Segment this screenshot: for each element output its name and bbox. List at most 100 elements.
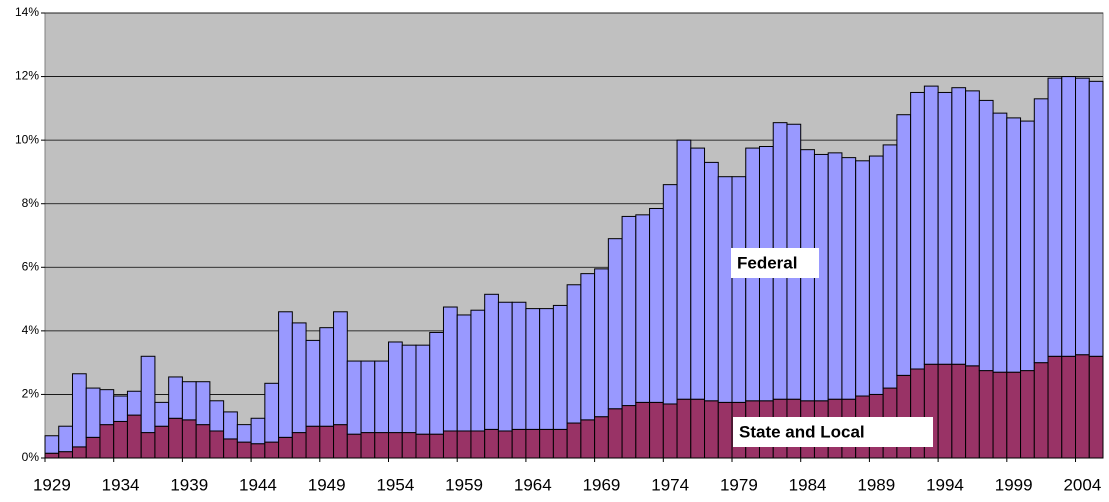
bar-segment [442, 306, 458, 432]
bar-segment [140, 432, 156, 459]
bar-segment [484, 293, 499, 430]
x-tick-label: 1999 [995, 475, 1033, 494]
bar-segment [525, 308, 541, 430]
bar-segment [937, 91, 953, 365]
bar-segment [319, 327, 335, 427]
bar-segment [717, 401, 733, 459]
bar-segment [607, 238, 623, 410]
x-tick-label: 1944 [239, 475, 277, 494]
x-tick-label: 1984 [789, 475, 827, 494]
y-tick-label: 8% [22, 196, 40, 210]
bar-segment [223, 438, 238, 459]
bar-segment [58, 451, 73, 459]
bar-segment [1061, 76, 1077, 357]
x-tick-label: 2004 [1063, 475, 1101, 494]
bar-segment [195, 381, 211, 426]
bar-segment [181, 381, 197, 421]
bar-segment [291, 432, 307, 459]
bar-segment [965, 365, 980, 459]
bar-segment [1088, 355, 1104, 459]
bar-segment [827, 152, 843, 400]
bar-segment [1047, 355, 1063, 459]
x-tick-label: 1989 [857, 475, 895, 494]
bar-segment [965, 90, 980, 367]
bar-segment [456, 314, 472, 432]
bar-segment [1047, 77, 1063, 357]
bar-segment [978, 99, 994, 372]
bar-segment [552, 428, 568, 459]
bar-segment [415, 433, 431, 459]
bar-segment [1033, 362, 1049, 459]
bar-segment [594, 268, 609, 418]
annotation-box [731, 248, 819, 278]
bar-segment [1006, 117, 1022, 373]
bar-segment [429, 331, 444, 435]
bar-segment [319, 425, 335, 459]
bar-segment [126, 414, 142, 459]
bar-segment [621, 215, 637, 407]
bar-segment [717, 176, 733, 403]
bar-segment [278, 436, 293, 459]
bar-segment [346, 360, 362, 435]
bar-segment [71, 373, 87, 448]
bar-segment [662, 184, 678, 405]
bar-segment [951, 363, 967, 459]
x-tick-label: 1959 [445, 475, 483, 494]
bar-segment [168, 417, 183, 459]
y-tick-label: 4% [22, 323, 40, 337]
bar-segment [552, 304, 568, 430]
x-tick-label: 1964 [514, 475, 552, 494]
bar-segment [1088, 80, 1104, 357]
y-tick-label: 14% [15, 5, 39, 19]
bar-segment [44, 435, 60, 454]
bar-segment [429, 433, 444, 459]
bar-segment [923, 85, 939, 365]
bar-segment [484, 428, 499, 459]
bar-segment [910, 91, 925, 370]
bar-segment [1033, 98, 1049, 364]
bar-segment [195, 424, 211, 459]
bar-segment [731, 176, 747, 403]
bar-segment [236, 441, 252, 459]
bar-segment [1006, 371, 1022, 459]
x-tick-label: 1929 [33, 475, 71, 494]
bar-segment [209, 430, 225, 459]
bar-segment [44, 452, 60, 459]
bar-segment [1075, 77, 1090, 356]
bar-segment [456, 430, 472, 459]
bar-segment [704, 400, 719, 459]
bar-segment [388, 432, 403, 459]
bar-segment [1075, 354, 1090, 459]
bar-segment [635, 401, 651, 459]
bar-segment [140, 355, 156, 434]
y-tick-label: 12% [15, 69, 39, 83]
x-tick-label: 1954 [376, 475, 414, 494]
bar-segment [649, 207, 664, 403]
bar-segment [264, 441, 280, 459]
bar-segment [126, 390, 142, 416]
bar-segment [539, 428, 554, 459]
bar-segment [113, 420, 128, 459]
x-tick-label: 1979 [720, 475, 758, 494]
bar-segment [992, 112, 1008, 373]
bar-segment [690, 147, 706, 400]
bar-segment [305, 339, 321, 427]
bar-segment [401, 344, 417, 434]
bar-segment [1061, 355, 1077, 459]
bar-segment [566, 422, 582, 459]
bar-segment [154, 425, 170, 459]
bar-segment [662, 403, 678, 459]
bar-segment [525, 428, 541, 459]
bar-segment [566, 284, 582, 424]
bar-segment [676, 139, 692, 400]
bar-segment [168, 376, 183, 419]
bar-segment [841, 157, 857, 400]
bar-segment [374, 432, 390, 459]
bar-segment [896, 114, 912, 376]
bar-segment [511, 428, 527, 459]
bar-segment [209, 400, 225, 432]
x-tick-label: 1969 [583, 475, 621, 494]
bar-segment [470, 430, 486, 459]
bar-segment [264, 382, 280, 443]
x-tick-label: 1994 [926, 475, 964, 494]
